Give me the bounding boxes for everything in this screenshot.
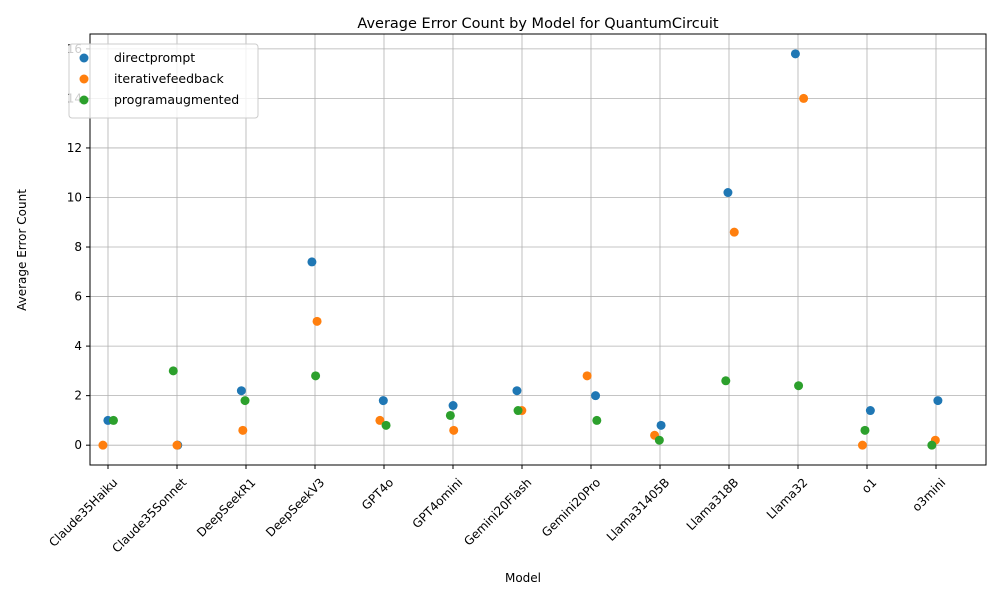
y-tick-label: 6 [74,290,82,304]
legend-box [68,43,259,119]
legend-marker-directprompt [79,53,89,63]
point-directprompt [933,396,943,406]
y-axis-label: Average Error Count [15,189,29,311]
legend-label-directprompt: directprompt [114,50,195,65]
point-iterativefeedback [799,93,809,103]
y-tick-label: 2 [74,389,82,403]
point-iterativefeedback [582,371,592,381]
point-directprompt [790,49,800,59]
y-tick-label: 8 [74,240,82,254]
point-programaugmented [240,396,250,406]
legend-label-programaugmented: programaugmented [114,92,239,107]
point-iterativefeedback [172,440,182,450]
point-programaugmented [721,376,731,386]
point-directprompt [236,386,246,396]
point-programaugmented [927,440,937,450]
point-programaugmented [311,371,321,381]
y-tick-label: 12 [67,141,82,155]
point-programaugmented [860,425,870,435]
x-axis-label: Model [505,571,541,585]
y-tick-label: 10 [67,190,82,204]
legend: directprompt iterativefeedback programau… [68,43,259,119]
point-programaugmented [381,420,391,430]
point-programaugmented [513,406,523,416]
point-iterativefeedback [312,316,322,326]
legend-label-iterativefeedback: iterativefeedback [114,71,225,86]
point-programaugmented [592,415,602,425]
point-directprompt [865,406,875,416]
point-iterativefeedback [857,440,867,450]
chart-title: Average Error Count by Model for Quantum… [357,16,719,32]
point-iterativefeedback [375,415,385,425]
legend-marker-programaugmented [79,95,89,105]
point-programaugmented [108,415,118,425]
y-tick-label: 0 [74,438,82,452]
point-directprompt [591,391,601,401]
point-directprompt [512,386,522,396]
point-programaugmented [445,410,455,420]
point-iterativefeedback [98,440,108,450]
point-programaugmented [168,366,178,376]
point-directprompt [723,188,733,198]
point-directprompt [448,401,458,411]
y-tick-label: 4 [74,339,82,353]
point-iterativefeedback [729,227,739,237]
point-programaugmented [654,435,664,445]
point-directprompt [378,396,388,406]
point-directprompt [307,257,317,267]
points-layer [98,49,943,450]
point-programaugmented [794,381,804,391]
plot-frame [89,33,987,466]
point-iterativefeedback [238,425,248,435]
legend-marker-iterativefeedback [79,74,89,84]
point-iterativefeedback [449,425,459,435]
point-directprompt [656,420,666,430]
